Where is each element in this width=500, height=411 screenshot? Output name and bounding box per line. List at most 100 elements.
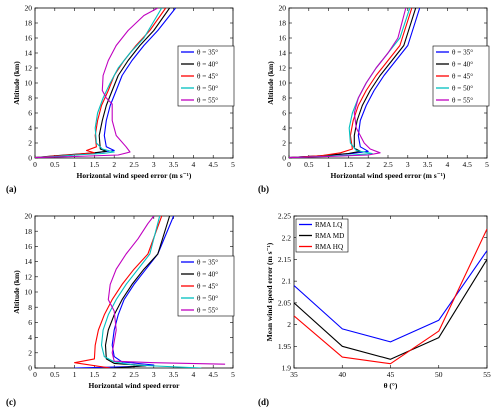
chart-panel-3: 0 0.5 1 1.5 2 2.5 3 3.5 4 4.5 5 0 2 4 6 8 10 12 14 16 18 20 Ho… (6, 212, 235, 407)
y-tick-label: 8 (282, 94, 286, 103)
x-tick-label: 3.5 (169, 160, 179, 169)
y-tick-label: 10 (25, 79, 33, 88)
x-tick-label: 2 (112, 160, 116, 169)
series-line-4 (35, 8, 163, 158)
y-tick-label: 2.2 (282, 233, 292, 242)
legend-entry: θ = 35° (452, 49, 473, 57)
y-tick-label: 20 (279, 4, 287, 13)
legend: RMA LQ RMA MD RMA HQ (295, 218, 349, 253)
y-tick-label: 18 (25, 227, 33, 236)
y-tick-label: 1.9 (282, 364, 292, 373)
series-line-3 (74, 216, 163, 368)
y-tick-label: 0 (28, 154, 32, 163)
series-line-3 (294, 228, 487, 365)
y-tick-label: 18 (25, 19, 33, 28)
legend-entry: θ = 55° (197, 97, 218, 105)
legend: θ = 35° θ = 40° θ = 45° θ = 50° θ = 55° (432, 45, 490, 107)
series-line-2 (294, 259, 487, 360)
y-tick-label: 2.05 (278, 298, 291, 307)
x-tick-label: 0.5 (304, 160, 314, 169)
x-tick-label: 55 (483, 370, 491, 379)
legend-entry: RMA MD (315, 232, 344, 240)
x-axis-label: Horizontal wind speed error (m s⁻¹) (77, 171, 192, 180)
y-tick-label: 6 (28, 109, 32, 118)
x-tick-label: 3 (406, 160, 410, 169)
series-line-1 (74, 216, 175, 368)
legend-entry: θ = 45° (452, 73, 473, 81)
x-tick-label: 4.5 (209, 160, 219, 169)
y-tick-label: 6 (28, 318, 32, 327)
y-tick-label: 0 (282, 154, 286, 163)
legend-entry: θ = 35° (197, 259, 218, 267)
x-tick-label: 0 (33, 160, 37, 169)
y-tick-label: 6 (282, 109, 286, 118)
legend-entry: θ = 50° (197, 295, 218, 303)
x-tick-label: 40 (339, 370, 347, 379)
y-axis-label: Altitude (km) (12, 270, 21, 314)
y-tick-label: 14 (25, 257, 33, 266)
y-tick-label: 12 (25, 272, 33, 281)
series-line-3 (289, 8, 413, 158)
y-tick-label: 4 (282, 124, 286, 133)
y-tick-label: 10 (25, 288, 33, 297)
y-tick-label: 2 (28, 139, 32, 148)
x-tick-label: 2 (112, 370, 116, 379)
y-tick-label: 20 (25, 4, 33, 13)
legend-entry: θ = 40° (197, 61, 218, 69)
panel-label: (c) (6, 397, 16, 407)
x-tick-label: 4.5 (463, 160, 473, 169)
x-tick-label: 35 (290, 370, 298, 379)
series-line-4 (289, 8, 411, 158)
y-tick-label: 18 (279, 19, 287, 28)
legend: θ = 35° θ = 40° θ = 45° θ = 50° θ = 55° (177, 255, 235, 317)
panel-label: (a) (6, 184, 17, 194)
x-tick-label: 4 (192, 370, 196, 379)
y-axis-label: Altitude (km) (266, 61, 275, 105)
legend-entry: θ = 45° (197, 73, 218, 81)
series-line-4 (100, 216, 202, 368)
panel-label: (b) (258, 184, 269, 194)
legend-entry: θ = 40° (197, 271, 218, 279)
y-tick-label: 16 (25, 34, 33, 43)
y-tick-label: 2 (282, 139, 286, 148)
x-tick-label: 2.5 (129, 160, 139, 169)
y-tick-label: 16 (279, 34, 287, 43)
x-tick-label: 0.5 (50, 370, 60, 379)
x-tick-label: 3.5 (423, 160, 433, 169)
x-tick-label: 1 (73, 370, 77, 379)
chart-panel-4: 35 40 45 50 55 1.9 1.95 2 2.05 2.1 2.15 2.2 2.25 θ (°… (258, 212, 491, 407)
legend-entry: θ = 35° (197, 49, 218, 57)
legend: θ = 35° θ = 40° θ = 45° θ = 50° θ = 55° (177, 45, 235, 107)
x-axis-label: Horizontal wind speed error (m s⁻¹) (331, 171, 446, 180)
x-tick-label: 3 (152, 160, 156, 169)
series-line-3 (35, 8, 167, 158)
x-tick-label: 2 (366, 160, 370, 169)
legend-entry: θ = 45° (197, 283, 218, 291)
x-tick-label: 4.5 (209, 370, 219, 379)
series-line-2 (289, 8, 417, 158)
x-tick-label: 1 (327, 160, 331, 169)
y-axis-label: Altitude (km) (12, 61, 21, 105)
x-axis-label: Horizontal wind speed error (89, 381, 181, 390)
x-tick-label: 1.5 (90, 160, 100, 169)
series-line-2 (104, 216, 171, 368)
x-tick-label: 4 (446, 160, 450, 169)
y-tick-label: 2.1 (282, 277, 292, 286)
y-tick-label: 12 (279, 64, 287, 73)
y-tick-label: 2.15 (278, 255, 291, 264)
x-tick-label: 0 (33, 370, 37, 379)
y-tick-label: 4 (28, 333, 32, 342)
x-tick-label: 2.5 (383, 160, 393, 169)
x-tick-label: 0.5 (50, 160, 60, 169)
x-tick-label: 5 (231, 370, 235, 379)
legend-entry: RMA LQ (315, 221, 343, 229)
y-tick-label: 2 (287, 320, 291, 329)
y-tick-label: 2 (28, 348, 32, 357)
y-tick-label: 1.95 (278, 342, 291, 351)
y-tick-label: 12 (25, 64, 33, 73)
legend-entry: θ = 55° (197, 307, 218, 315)
x-tick-label: 1.5 (90, 370, 100, 379)
y-axis-label: Mean wind speed error (m s⁻¹) (265, 242, 274, 341)
x-tick-label: 50 (435, 370, 443, 379)
